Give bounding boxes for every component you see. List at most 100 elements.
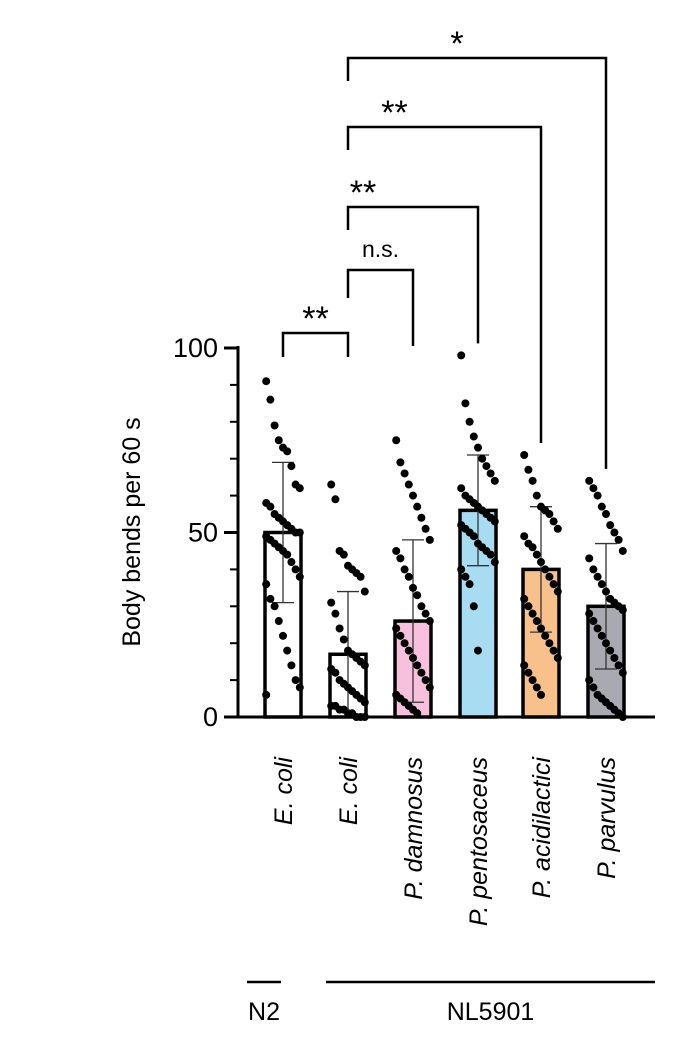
data-point — [589, 617, 598, 626]
data-point — [331, 668, 340, 677]
data-point — [486, 550, 495, 559]
data-point — [474, 443, 482, 452]
data-point — [589, 683, 598, 692]
data-point — [400, 565, 409, 574]
x-category-label: E. coli — [335, 756, 363, 826]
data-point — [490, 476, 499, 485]
data-point — [461, 572, 470, 581]
data-point — [409, 583, 417, 592]
data-point — [335, 624, 344, 633]
data-point — [396, 631, 405, 640]
y-axis-label: Body bends per 60 s — [118, 417, 146, 646]
data-point — [262, 580, 271, 589]
data-point — [585, 476, 594, 485]
data-point — [593, 572, 602, 581]
data-point — [396, 458, 405, 467]
data-point — [339, 635, 348, 644]
data-point — [520, 594, 529, 603]
significance-label: ** — [302, 300, 328, 338]
data-point — [417, 602, 426, 611]
data-point — [524, 602, 533, 611]
data-point — [404, 480, 413, 489]
data-point — [478, 454, 487, 463]
data-point — [360, 698, 369, 707]
data-point — [360, 661, 369, 670]
data-point — [553, 524, 562, 533]
bars — [263, 508, 626, 719]
data-point — [457, 484, 466, 493]
data-point — [421, 524, 430, 533]
significance-bracket — [346, 125, 543, 444]
data-point — [524, 465, 533, 474]
data-point — [545, 572, 554, 581]
data-point — [425, 617, 434, 626]
data-point — [457, 351, 466, 360]
data-point — [283, 550, 292, 559]
group-label: NL5901 — [447, 998, 535, 1026]
significance-bracket — [346, 268, 415, 346]
data-point — [610, 653, 619, 662]
data-point — [602, 587, 610, 596]
data-point — [549, 517, 558, 526]
data-point — [614, 661, 623, 670]
data-point — [469, 432, 478, 441]
data-point — [270, 421, 279, 430]
data-point — [602, 510, 610, 519]
x-category-label: P. damnosus — [400, 757, 428, 900]
data-point — [274, 436, 283, 445]
data-point — [606, 646, 615, 655]
data-point — [490, 558, 499, 567]
data-point — [425, 535, 434, 544]
data-point — [331, 495, 340, 504]
x-category-label: E. coli — [270, 756, 298, 826]
data-point — [469, 532, 478, 541]
data-point — [486, 469, 495, 478]
data-point — [262, 690, 271, 699]
data-point — [287, 558, 296, 567]
y-tick-label: 100 — [173, 333, 218, 363]
data-point — [266, 502, 275, 511]
data-point — [618, 668, 627, 677]
data-point — [409, 653, 417, 662]
data-point — [283, 447, 292, 456]
data-point — [465, 417, 474, 426]
data-point — [417, 668, 426, 677]
data-point — [537, 690, 545, 699]
data-point — [327, 480, 336, 489]
data-point — [421, 676, 430, 685]
significance-label: * — [450, 25, 463, 63]
data-point — [392, 546, 401, 555]
data-point — [537, 558, 545, 567]
data-point — [417, 513, 426, 522]
data-point — [295, 484, 304, 493]
data-point — [618, 605, 627, 614]
data-point — [339, 550, 348, 559]
data-point — [528, 476, 537, 485]
data-point — [295, 683, 304, 692]
data-point — [545, 639, 554, 648]
data-point — [295, 572, 304, 581]
data-point — [549, 646, 558, 655]
data-point — [482, 462, 491, 471]
data-point — [597, 580, 606, 589]
data-point — [469, 602, 478, 611]
data-point — [597, 631, 606, 640]
data-point — [593, 624, 602, 633]
data-point — [270, 602, 279, 611]
data-point — [532, 550, 541, 559]
data-points — [262, 351, 627, 721]
significance-brackets: **n.s.***** — [281, 25, 608, 469]
data-point — [520, 532, 529, 541]
data-point — [490, 517, 499, 526]
data-point — [392, 436, 401, 445]
data-point — [262, 377, 271, 386]
data-point — [585, 609, 594, 618]
data-point — [618, 546, 627, 555]
data-point — [287, 462, 296, 471]
data-point — [593, 491, 602, 500]
data-point — [392, 624, 401, 633]
significance-label: ** — [381, 94, 407, 132]
data-point — [331, 609, 340, 618]
error-bars — [272, 454, 617, 717]
